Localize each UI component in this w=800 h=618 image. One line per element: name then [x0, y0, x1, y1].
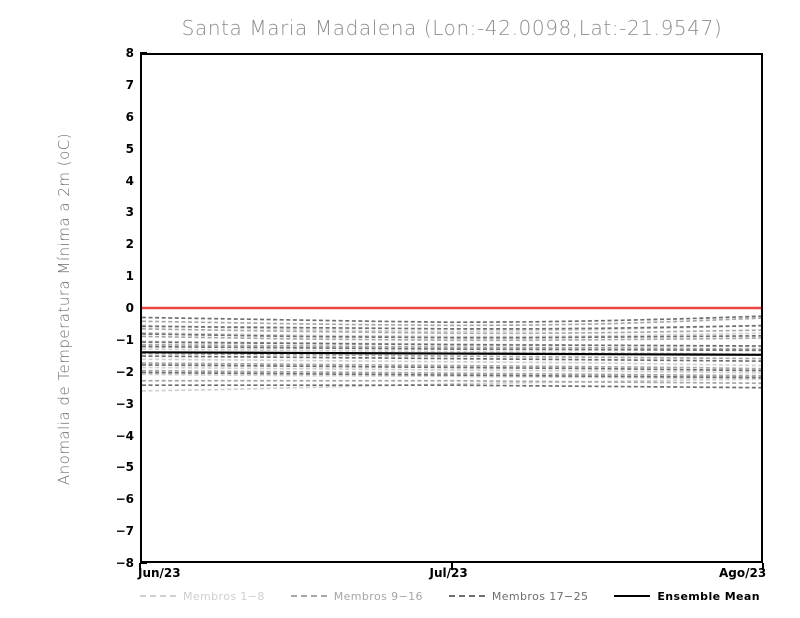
member-line	[142, 317, 761, 327]
page-title: Santa Maria Madalena (Lon:-42.0098,Lat:-…	[181, 16, 723, 40]
x-axis-tick-mark	[450, 563, 453, 570]
member-line	[142, 331, 761, 338]
chart-legend: Membros 1−8 Membros 9−16 Membros 17−25 Ense…	[140, 587, 764, 605]
legend-label: Membros 1−8	[183, 589, 265, 603]
member-line	[142, 378, 761, 392]
x-axis-tick-label: Jul/23	[429, 566, 468, 580]
y-axis-tick-label: −8	[115, 556, 134, 570]
y-axis-tick-label: 4	[125, 173, 134, 188]
member-line	[142, 355, 761, 362]
y-axis-tick-label: 1	[125, 269, 134, 284]
member-line	[142, 343, 761, 350]
series-canvas	[142, 306, 761, 392]
y-axis-tick-mark	[140, 562, 147, 564]
member-line	[142, 335, 761, 342]
legend-item[interactable]: Membros 1−8	[140, 590, 265, 603]
legend-swatch	[140, 595, 176, 597]
member-line	[142, 371, 761, 379]
plot-area	[140, 53, 763, 563]
member-line	[142, 328, 761, 335]
x-axis-tick-mark	[139, 563, 141, 570]
member-line	[142, 348, 761, 356]
legend-label: Membros 17−25	[491, 589, 589, 603]
y-axis-tick-label: 3	[125, 205, 134, 220]
legend-label: Membros 9−16	[333, 589, 423, 603]
member-line	[142, 366, 761, 374]
member-line	[142, 324, 761, 330]
y-axis-tick-label: −3	[115, 396, 134, 411]
legend-item[interactable]: Ensemble Mean	[614, 590, 760, 603]
y-axis-tick-label: −1	[115, 332, 134, 347]
y-axis-tick-label: −5	[115, 460, 134, 475]
member-line	[142, 379, 761, 385]
member-line	[142, 352, 761, 360]
y-axis-tick-label: −7	[115, 524, 134, 539]
y-axis-tick-label: 6	[125, 109, 134, 124]
member-line	[142, 324, 761, 333]
member-line	[142, 358, 761, 367]
legend-item[interactable]: Membros 17−25	[448, 589, 589, 603]
legend-swatch	[290, 595, 327, 597]
member-line	[142, 373, 761, 380]
legend-label: Ensemble Mean	[657, 589, 760, 603]
member-line	[142, 315, 761, 324]
member-line	[142, 345, 761, 352]
y-axis-tick-label: −2	[115, 364, 134, 379]
legend-item[interactable]: Membros 9−16	[290, 589, 423, 603]
ensemble-mean-line	[142, 351, 761, 356]
y-axis-tick-label: 0	[125, 301, 134, 315]
y-axis-tick-label: 5	[125, 141, 134, 156]
legend-swatch	[448, 595, 485, 597]
x-axis-tick-mark	[762, 563, 764, 570]
y-axis-label: Anomalia de Temperatura Mínima a 2m (oC)	[55, 132, 73, 486]
member-line	[142, 341, 761, 347]
member-line	[142, 369, 761, 377]
member-line	[142, 333, 761, 339]
y-axis-tick-label: −6	[115, 492, 134, 507]
member-line	[142, 364, 761, 372]
y-axis-tick-label: 7	[125, 77, 134, 92]
x-axis-tick-label: Jun/23	[138, 566, 181, 580]
y-axis-tick-label: 8	[125, 46, 134, 60]
legend-swatch	[614, 595, 651, 597]
member-line	[142, 384, 761, 389]
x-axis-tick-label: Ago/23	[719, 566, 767, 580]
member-line	[142, 362, 761, 370]
y-axis-tick-label: 2	[125, 237, 134, 252]
y-axis-tick-label: −4	[115, 428, 134, 443]
